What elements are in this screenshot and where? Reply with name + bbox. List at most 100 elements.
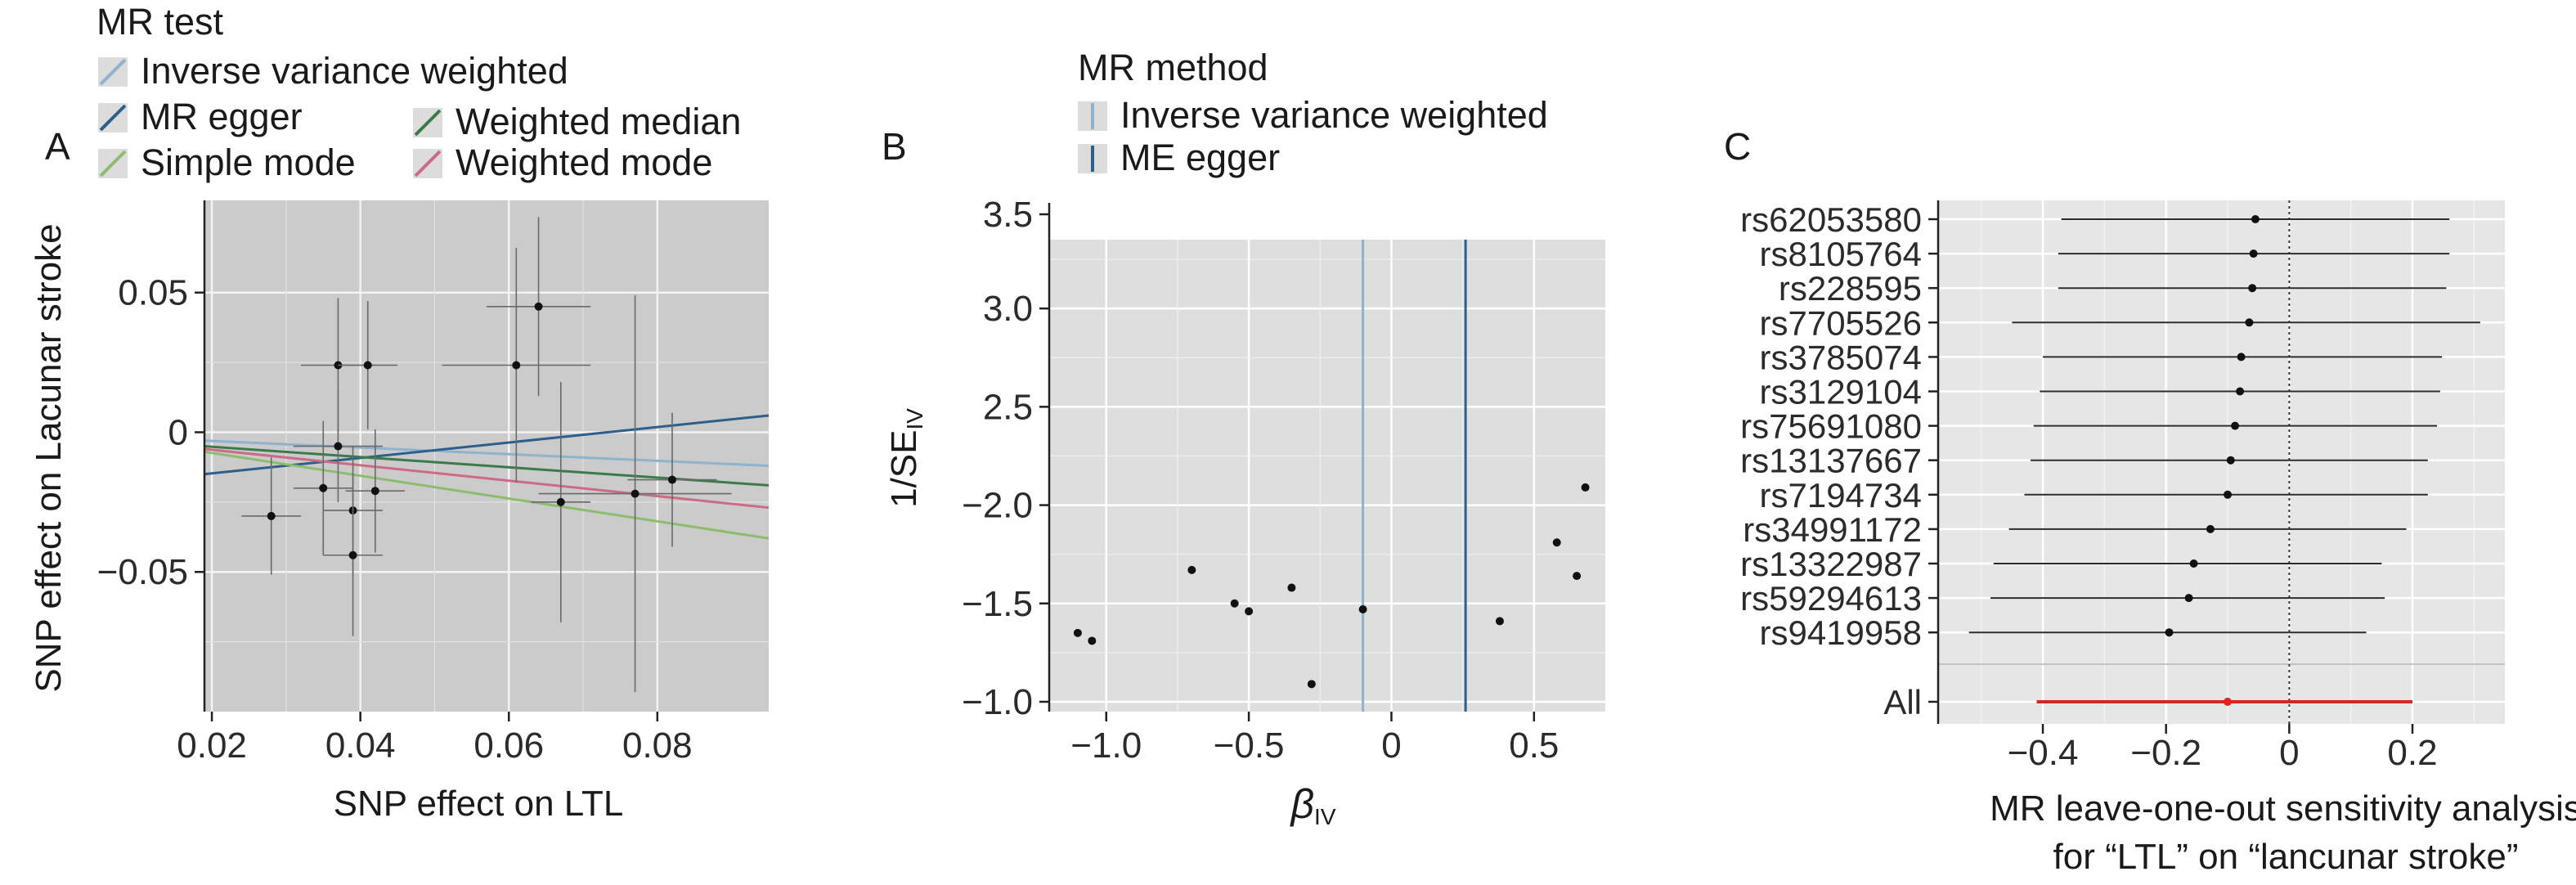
estimate-point-c-11 bbox=[2184, 594, 2193, 603]
x-axis-title-b: βIV bbox=[1289, 781, 1335, 829]
snp-label-c-0: rs62053580 bbox=[1740, 200, 1922, 239]
estimate-point-c-9 bbox=[2206, 524, 2215, 533]
snp-label-c-4: rs3785074 bbox=[1760, 338, 1923, 376]
x-tick-label-c-2: 0 bbox=[2279, 733, 2299, 773]
x-axis-title-b-sub: IV bbox=[1314, 804, 1336, 829]
plot-bg-a bbox=[204, 200, 769, 712]
legend-label-a-3: Simple mode bbox=[141, 142, 356, 183]
estimate-point-c-4 bbox=[2237, 353, 2246, 362]
point-a-9 bbox=[534, 302, 543, 311]
estimate-point-c-12 bbox=[2165, 628, 2174, 637]
y-tick-label-a-2: −0.05 bbox=[97, 552, 188, 592]
point-a-5 bbox=[348, 550, 357, 559]
point-b-2 bbox=[1187, 565, 1196, 574]
point-b-11 bbox=[1581, 483, 1590, 492]
panel-label-c: C bbox=[1724, 125, 1751, 168]
snp-label-c-6: rs75691080 bbox=[1740, 407, 1922, 446]
point-a-1 bbox=[319, 483, 328, 492]
snp-label-c-11: rs59294613 bbox=[1740, 579, 1922, 618]
snp-label-c-12: rs9419958 bbox=[1760, 613, 1923, 652]
y-axis-title-b: 1/SEIV bbox=[884, 408, 927, 508]
legend-key-b-0 bbox=[1078, 101, 1107, 131]
snp-label-c-1: rs8105764 bbox=[1760, 235, 1923, 273]
y-axis-title-b-main: 1/SE bbox=[884, 430, 924, 508]
y-tick-label-b-5: −1.0 bbox=[962, 682, 1033, 722]
x-tick-label-a-2: 0.06 bbox=[473, 726, 544, 766]
snp-label-c-9: rs34991172 bbox=[1743, 510, 1922, 549]
point-b-3 bbox=[1230, 599, 1239, 608]
panel-label-a: A bbox=[45, 125, 70, 168]
point-a-6 bbox=[363, 361, 372, 370]
estimate-point-c-3 bbox=[2245, 318, 2254, 327]
legend-label-b-1: ME egger bbox=[1120, 137, 1280, 178]
y-tick-label-a-0: 0.05 bbox=[118, 273, 188, 313]
point-a-10 bbox=[556, 497, 565, 506]
estimate-point-c-7 bbox=[2226, 456, 2235, 465]
y-tick-label-a-1: 0 bbox=[168, 412, 188, 452]
y-tick-label-b-3: −2.0 bbox=[962, 486, 1033, 526]
overall-point-c bbox=[2224, 698, 2233, 706]
legend-key-b-1 bbox=[1078, 144, 1107, 173]
legend-key-a-1-stroke bbox=[99, 104, 127, 132]
legend-label-a-4: Weighted mode bbox=[456, 142, 712, 183]
x-axis-title-c-line2: for “LTL” on “lancunar stroke” bbox=[2053, 837, 2519, 877]
x-axis-title-a: SNP effect on LTL bbox=[334, 784, 624, 824]
x-tick-label-a-0: 0.02 bbox=[177, 726, 247, 766]
legend-key-a-0 bbox=[98, 57, 128, 87]
regression-line-a-3 bbox=[204, 450, 770, 540]
estimate-point-c-6 bbox=[2231, 421, 2240, 430]
point-b-10 bbox=[1573, 572, 1582, 581]
point-a-3 bbox=[334, 442, 343, 451]
estimate-point-c-8 bbox=[2224, 490, 2233, 499]
regression-line-a-0 bbox=[204, 439, 770, 467]
y-tick-label-b-1: 3.0 bbox=[983, 289, 1033, 329]
estimate-point-c-0 bbox=[2251, 215, 2260, 223]
legend-label-b-0: Inverse variance weighted bbox=[1120, 94, 1548, 136]
estimate-point-c-5 bbox=[2236, 387, 2245, 396]
snp-label-c-8: rs7194734 bbox=[1760, 476, 1923, 514]
legend-key-a-4 bbox=[413, 149, 442, 178]
point-a-7 bbox=[370, 487, 379, 496]
x-tick-label-c-3: 0.2 bbox=[2387, 733, 2437, 773]
x-tick-label-c-0: −0.4 bbox=[2008, 733, 2079, 773]
x-tick-label-b-3: 0.5 bbox=[1509, 726, 1559, 766]
legend-label-a-0: Inverse variance weighted bbox=[141, 50, 568, 92]
point-a-11 bbox=[631, 489, 640, 498]
x-axis-title-c-line1: MR leave-one-out sensitivity analysis bbox=[1990, 788, 2576, 829]
snp-label-c-7: rs13137667 bbox=[1740, 442, 1922, 480]
point-b-6 bbox=[1307, 680, 1316, 689]
point-b-0 bbox=[1073, 628, 1082, 637]
estimate-point-c-10 bbox=[2189, 559, 2198, 568]
snp-label-c-2: rs228595 bbox=[1779, 269, 1922, 308]
panel-label-b: B bbox=[882, 125, 907, 168]
estimate-point-c-1 bbox=[2249, 249, 2258, 258]
legend-key-a-0-stroke bbox=[99, 58, 127, 86]
point-b-1 bbox=[1088, 636, 1097, 645]
legend-key-a-1 bbox=[98, 103, 128, 133]
point-b-7 bbox=[1358, 604, 1367, 613]
point-a-8 bbox=[512, 361, 521, 370]
panel-c: Crs62053580rs8105764rs228595rs7705526rs3… bbox=[1724, 125, 2576, 877]
y-axis-title-a: SNP effect on Lacunar stroke bbox=[29, 223, 69, 692]
legend-key-a-4-stroke bbox=[414, 150, 442, 177]
y-tick-label-b-4: −1.5 bbox=[962, 584, 1033, 624]
plot-bg-b bbox=[1049, 240, 1605, 712]
x-tick-label-c-1: −0.2 bbox=[2130, 733, 2201, 773]
legend-key-a-2-stroke bbox=[414, 109, 442, 137]
legend-key-a-2 bbox=[413, 108, 442, 137]
y-tick-label-b-2: 2.5 bbox=[983, 387, 1033, 427]
x-tick-label-b-2: 0 bbox=[1381, 726, 1401, 766]
legend-key-a-3 bbox=[98, 149, 128, 178]
point-b-4 bbox=[1245, 607, 1254, 616]
y-tick-label-b-0: 3.5 bbox=[983, 195, 1033, 235]
legend-title-b: MR method bbox=[1078, 47, 1268, 88]
y-axis-title-b-sub: IV bbox=[902, 408, 927, 430]
estimate-point-c-2 bbox=[2248, 284, 2257, 293]
x-tick-label-b-1: −0.5 bbox=[1214, 726, 1285, 766]
plot-bg-c bbox=[1938, 200, 2505, 724]
x-axis-title-b-main: β bbox=[1289, 781, 1314, 827]
legend-title-a: MR test bbox=[96, 1, 224, 43]
regression-line-a-1 bbox=[204, 414, 770, 476]
